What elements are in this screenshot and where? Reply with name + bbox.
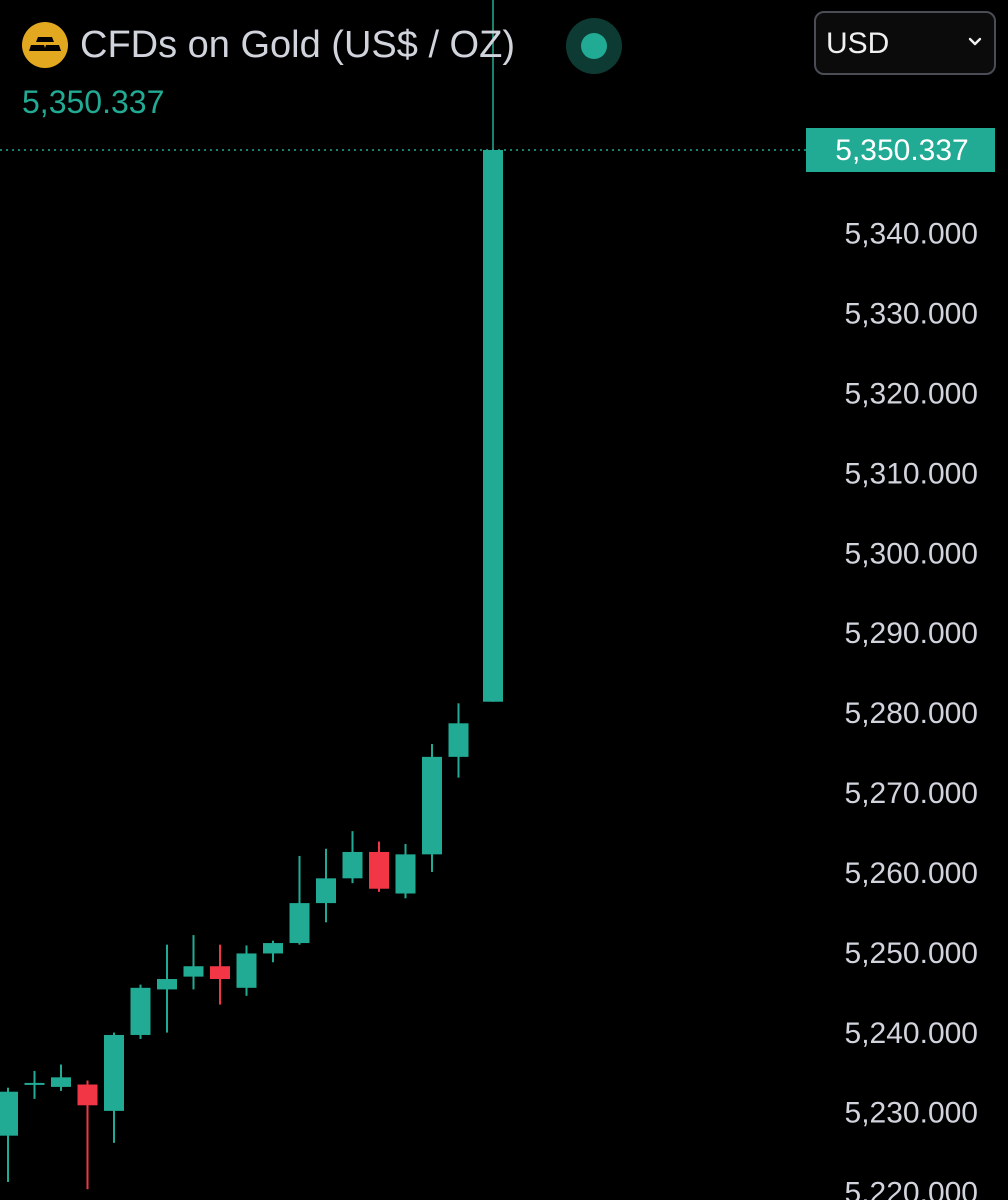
market-open-dot-icon <box>566 18 622 74</box>
currency-value: USD <box>826 27 890 60</box>
y-tick-label: 5,240.000 <box>845 1017 978 1050</box>
instrument-title: CFDs on Gold (US$ / OZ) <box>80 24 515 66</box>
chart-header: CFDs on Gold (US$ / OZ) 5,350.337 <box>0 0 800 120</box>
candle <box>183 935 204 990</box>
price-overlay: 5,350.337 <box>0 0 995 172</box>
candle-body <box>157 979 177 990</box>
candle-body <box>77 1084 98 1106</box>
candle <box>51 1064 71 1091</box>
candle <box>24 1070 45 1099</box>
candle <box>130 984 151 1039</box>
candle-body <box>0 1091 18 1136</box>
candle-body <box>236 953 257 988</box>
candle <box>448 703 469 778</box>
y-axis: 5,340.000 5,330.000 5,320.000 5,310.000 5,30… <box>845 218 978 1200</box>
candle <box>263 940 283 963</box>
candle <box>483 150 503 702</box>
y-tick-label: 5,270.000 <box>845 777 978 810</box>
candle-body <box>289 903 310 944</box>
candle <box>77 1080 98 1190</box>
y-tick-label: 5,340.000 <box>845 218 978 251</box>
y-tick-label: 5,330.000 <box>845 298 978 331</box>
last-price: 5,350.337 <box>22 84 165 120</box>
candle-body <box>483 150 503 702</box>
y-tick-label: 5,300.000 <box>845 537 978 570</box>
candle <box>422 744 442 872</box>
y-tick-label: 5,230.000 <box>845 1097 978 1130</box>
candle-body <box>369 851 389 889</box>
gold-bars-icon <box>22 22 68 68</box>
candles <box>0 150 503 1190</box>
y-tick-label: 5,220.000 <box>845 1177 978 1200</box>
candle-body <box>51 1077 71 1087</box>
candle-body <box>130 987 151 1035</box>
last-price-axis-label: 5,350.337 <box>835 134 968 167</box>
candle <box>157 944 177 1033</box>
y-tick-label: 5,290.000 <box>845 617 978 650</box>
candle <box>0 1087 18 1183</box>
last-price-label-bg <box>806 128 995 172</box>
candle <box>316 848 336 923</box>
chevron-down-icon <box>968 37 982 46</box>
candle <box>236 945 257 996</box>
y-tick-label: 5,280.000 <box>845 697 978 730</box>
y-tick-label: 5,260.000 <box>845 857 978 890</box>
candle <box>369 841 389 892</box>
y-tick-label: 5,320.000 <box>845 377 978 410</box>
candle <box>395 843 416 899</box>
currency-select[interactable]: USD <box>814 11 996 75</box>
candle-body <box>104 1034 124 1111</box>
candle <box>289 855 310 945</box>
candle <box>342 831 363 884</box>
candle-body <box>448 723 469 757</box>
candle-body <box>263 943 283 954</box>
candle <box>210 944 230 1005</box>
candle-body <box>422 756 442 855</box>
candle-body <box>183 966 204 977</box>
y-tick-label: 5,310.000 <box>845 457 978 490</box>
y-tick-label: 5,250.000 <box>845 937 978 970</box>
candle-body <box>395 854 416 894</box>
candle-body <box>316 878 336 904</box>
candle-body <box>24 1082 45 1085</box>
candle <box>104 1032 124 1143</box>
candle-body <box>342 851 363 879</box>
candle-body <box>210 966 230 980</box>
